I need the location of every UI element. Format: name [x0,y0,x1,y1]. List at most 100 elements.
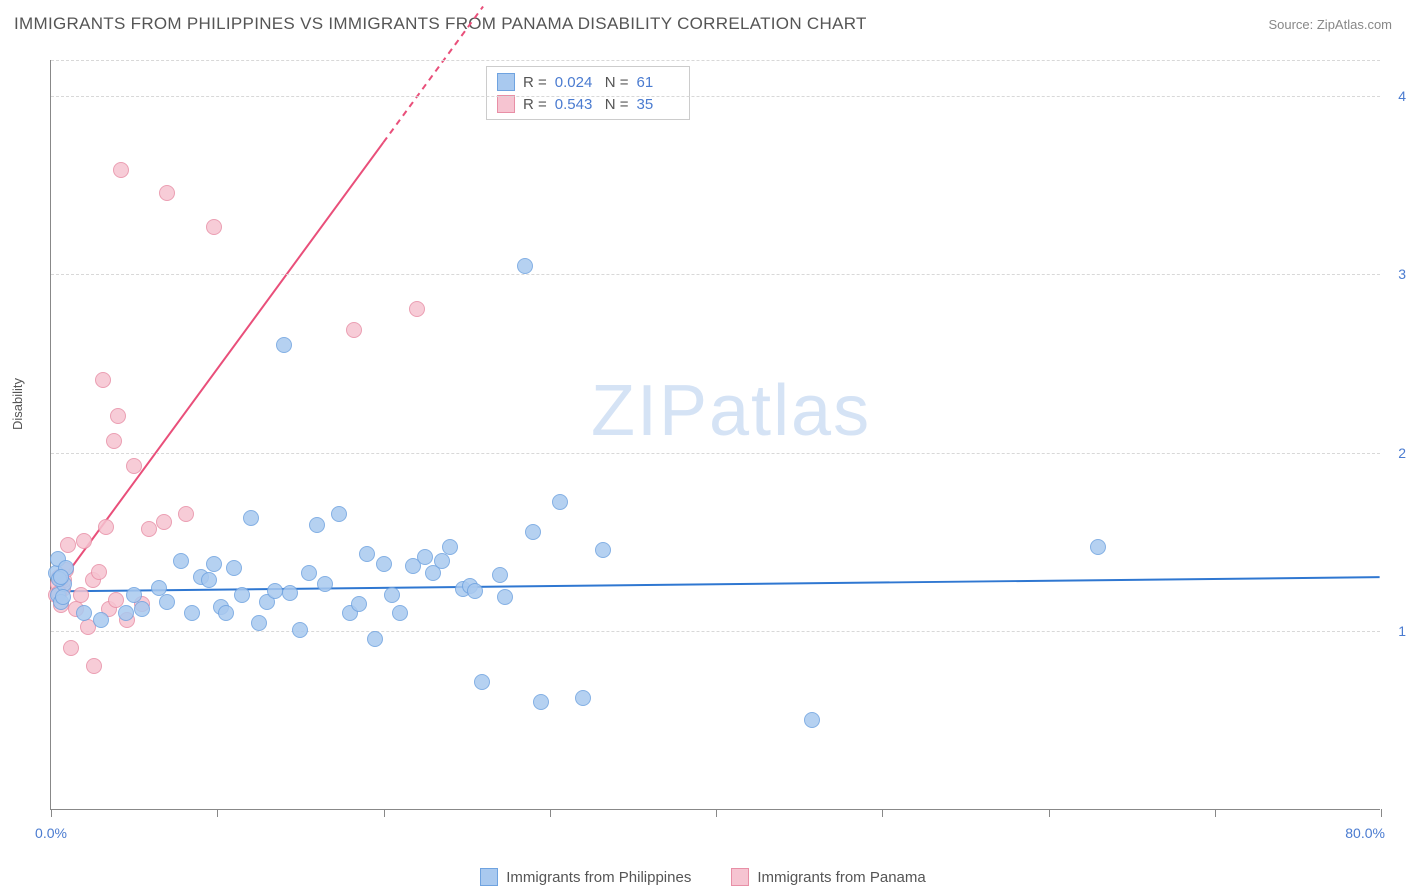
data-point-philippines [159,594,175,610]
legend-stats-box: R = 0.024 N = 61 R = 0.543 N = 35 [486,66,690,120]
data-point-philippines [282,585,298,601]
r-value-philippines: 0.024 [555,74,597,91]
data-point-philippines [367,631,383,647]
data-point-panama [95,372,111,388]
data-point-philippines [173,553,189,569]
data-point-philippines [309,517,325,533]
data-point-philippines [292,622,308,638]
data-point-philippines [595,542,611,558]
data-point-philippines [218,605,234,621]
data-point-philippines [93,612,109,628]
swatch-philippines [497,73,515,91]
data-point-philippines [497,589,513,605]
data-point-philippines [331,506,347,522]
data-point-panama [346,322,362,338]
data-point-philippines [392,605,408,621]
y-tick-label: 40.0% [1398,88,1406,104]
x-tick [1049,809,1050,817]
data-point-philippines [417,549,433,565]
data-point-philippines [359,546,375,562]
data-point-philippines [467,583,483,599]
x-tick [1381,809,1382,817]
r-label: R = [523,96,547,113]
y-tick-label: 30.0% [1398,266,1406,282]
watermark-atlas: atlas [709,371,871,451]
data-point-panama [73,587,89,603]
data-point-philippines [276,337,292,353]
x-tick [1215,809,1216,817]
data-point-philippines [434,553,450,569]
data-point-philippines [552,494,568,510]
x-tick [384,809,385,817]
data-point-philippines [575,690,591,706]
data-point-panama [178,506,194,522]
scatter-plot: ZIPatlas R = 0.024 N = 61 R = 0.543 N = … [50,60,1380,810]
r-value-panama: 0.543 [555,96,597,113]
data-point-philippines [53,569,69,585]
n-value-panama: 35 [637,96,679,113]
legend-label-panama: Immigrants from Panama [757,869,925,886]
gridline-h [51,631,1380,632]
data-point-philippines [234,587,250,603]
y-axis-label: Disability [10,378,25,430]
data-point-philippines [804,712,820,728]
data-point-panama [206,219,222,235]
data-point-philippines [184,605,200,621]
data-point-philippines [384,587,400,603]
data-point-panama [60,537,76,553]
gridline-h [51,274,1380,275]
data-point-philippines [206,556,222,572]
data-point-panama [91,564,107,580]
watermark-zip: ZIP [591,371,709,451]
x-tick-label: 80.0% [1345,825,1385,841]
data-point-philippines [474,674,490,690]
data-point-philippines [317,576,333,592]
swatch-panama [731,868,749,886]
data-point-philippines [1090,539,1106,555]
data-point-philippines [201,572,217,588]
x-tick [882,809,883,817]
data-point-philippines [533,694,549,710]
data-point-panama [86,658,102,674]
data-point-philippines [492,567,508,583]
data-point-philippines [243,510,259,526]
x-tick [217,809,218,817]
n-label: N = [605,96,629,113]
data-point-philippines [55,589,71,605]
data-point-philippines [118,605,134,621]
swatch-panama [497,95,515,113]
data-point-panama [159,185,175,201]
data-point-panama [113,162,129,178]
gridline-h [51,96,1380,97]
data-point-philippines [351,596,367,612]
legend-label-philippines: Immigrants from Philippines [506,869,691,886]
data-point-philippines [517,258,533,274]
y-tick-label: 10.0% [1398,623,1406,639]
data-point-panama [156,514,172,530]
data-point-philippines [442,539,458,555]
x-tick-label: 0.0% [35,825,67,841]
data-point-panama [63,640,79,656]
data-point-philippines [525,524,541,540]
gridline-h [51,60,1380,61]
data-point-panama [106,433,122,449]
data-point-philippines [267,583,283,599]
chart-title: IMMIGRANTS FROM PHILIPPINES VS IMMIGRANT… [14,14,867,34]
data-point-philippines [251,615,267,631]
trend-lines [51,60,1380,809]
legend-item-panama: Immigrants from Panama [731,868,925,886]
legend-item-philippines: Immigrants from Philippines [480,868,691,886]
swatch-philippines [480,868,498,886]
data-point-panama [76,533,92,549]
data-point-philippines [134,601,150,617]
x-tick [550,809,551,817]
n-value-philippines: 61 [637,74,679,91]
data-point-panama [126,458,142,474]
source-label: Source: ZipAtlas.com [1268,17,1392,32]
data-point-philippines [76,605,92,621]
data-point-philippines [376,556,392,572]
watermark: ZIPatlas [591,370,871,452]
data-point-panama [409,301,425,317]
legend-bottom: Immigrants from Philippines Immigrants f… [0,868,1406,886]
data-point-philippines [226,560,242,576]
